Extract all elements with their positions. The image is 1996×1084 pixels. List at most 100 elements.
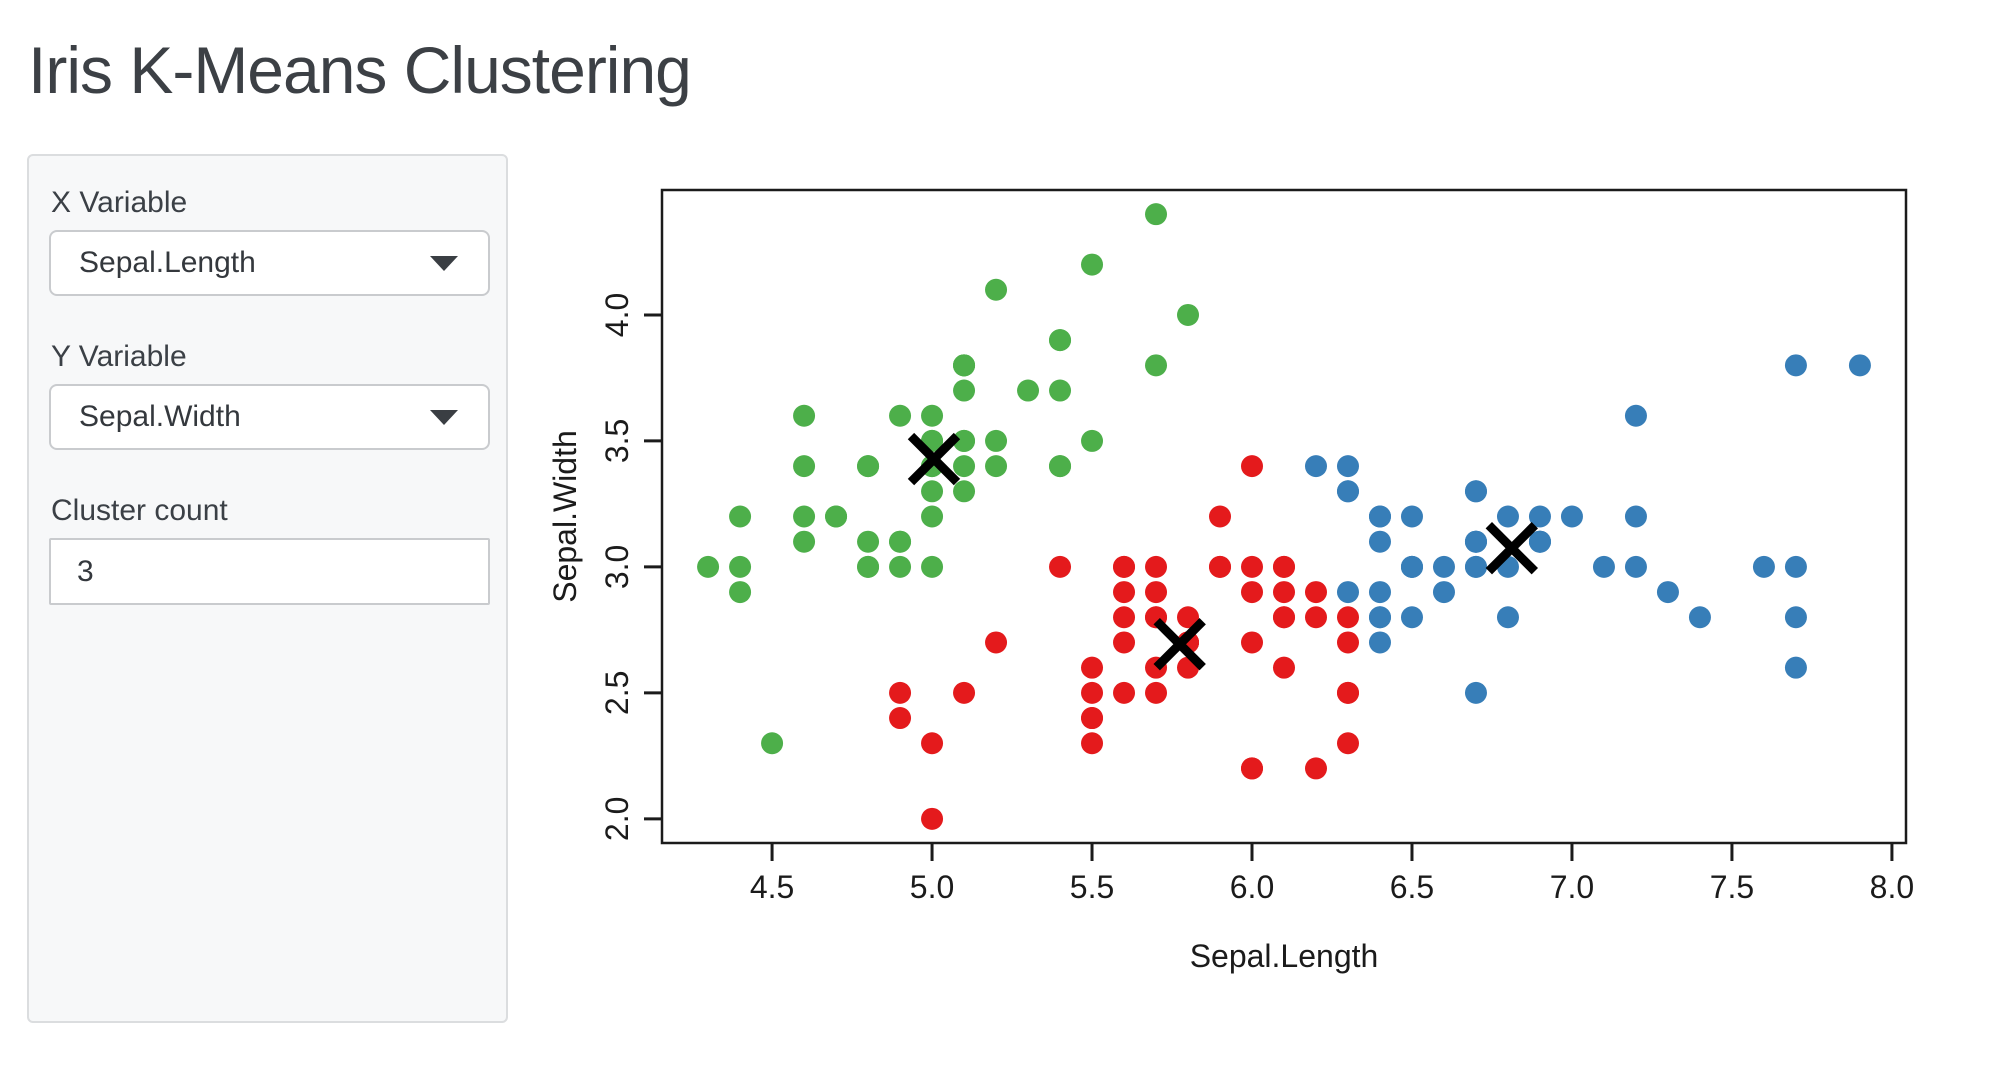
- data-point: [1400, 606, 1423, 629]
- data-point: [1145, 203, 1168, 226]
- data-point: [1368, 631, 1391, 654]
- y-tick-label: 2.0: [599, 797, 635, 841]
- data-point: [1624, 555, 1647, 578]
- data-point: [825, 505, 848, 528]
- data-point: [1081, 681, 1104, 704]
- data-point: [1528, 505, 1551, 528]
- data-point: [1368, 606, 1391, 629]
- data-point: [793, 505, 816, 528]
- data-point: [1400, 555, 1423, 578]
- x-tick-label: 5.0: [910, 869, 954, 905]
- data-point: [1273, 606, 1295, 629]
- x-variable-selected-value: Sepal.Length: [79, 246, 256, 279]
- data-point: [921, 480, 944, 503]
- data-point: [729, 505, 752, 528]
- data-point: [1464, 480, 1487, 503]
- sidebar-panel: X Variable Sepal.Length Y Variable Sepal…: [27, 154, 508, 1023]
- y-tick-label: 3.5: [599, 419, 635, 463]
- data-point: [1304, 606, 1327, 629]
- y-variable-select[interactable]: Sepal.Width: [49, 384, 490, 450]
- data-point: [1432, 581, 1455, 604]
- data-point: [1336, 681, 1359, 704]
- data-point: [1304, 757, 1327, 780]
- data-point: [1049, 555, 1072, 578]
- data-point: [1145, 606, 1168, 629]
- data-point: [1496, 606, 1519, 629]
- data-point: [1336, 480, 1359, 503]
- data-point: [1784, 555, 1807, 578]
- data-point: [1145, 354, 1168, 377]
- data-point: [857, 555, 880, 578]
- data-point: [1209, 555, 1232, 578]
- data-point: [889, 530, 912, 553]
- data-point: [1464, 555, 1487, 578]
- data-point: [1592, 555, 1615, 578]
- data-point: [953, 480, 976, 503]
- data-point: [793, 530, 816, 553]
- cluster-count-label: Cluster count: [51, 494, 228, 527]
- data-point: [921, 429, 944, 452]
- data-point: [1049, 329, 1072, 352]
- data-point: [1368, 581, 1391, 604]
- cluster-count-input[interactable]: [49, 538, 490, 605]
- y-tick-label: 3.0: [599, 545, 635, 589]
- x-variable-select[interactable]: Sepal.Length: [49, 230, 490, 296]
- data-point: [1784, 354, 1807, 377]
- data-point: [1624, 505, 1647, 528]
- data-point: [1464, 480, 1487, 503]
- data-point: [1113, 581, 1136, 604]
- data-point: [1113, 631, 1136, 654]
- data-point: [1464, 530, 1487, 553]
- data-point: [921, 807, 944, 830]
- x-tick-label: 4.5: [750, 869, 794, 905]
- data-point: [1241, 581, 1264, 604]
- data-point: [953, 354, 976, 377]
- data-point: [1528, 530, 1551, 553]
- data-point: [1241, 757, 1264, 780]
- data-point: [857, 555, 880, 578]
- data-point: [1336, 681, 1359, 704]
- data-point: [857, 530, 880, 553]
- data-point: [1464, 530, 1487, 553]
- data-point: [953, 429, 976, 452]
- data-point: [1464, 681, 1487, 704]
- data-point: [1273, 555, 1295, 578]
- data-point: [1273, 606, 1295, 629]
- data-point: [1113, 606, 1136, 629]
- data-point: [1400, 555, 1423, 578]
- cluster-center-mark: [1153, 618, 1206, 671]
- data-point: [953, 429, 976, 452]
- data-point: [1241, 455, 1264, 478]
- x-variable-label: X Variable: [51, 186, 188, 219]
- data-point: [1336, 455, 1359, 478]
- data-point: [1400, 555, 1423, 578]
- data-point: [1304, 455, 1327, 478]
- data-point: [985, 278, 1008, 301]
- data-point: [921, 732, 944, 755]
- data-point: [1081, 707, 1104, 730]
- data-point: [1049, 455, 1072, 478]
- data-point: [857, 455, 880, 478]
- data-point: [1496, 505, 1519, 528]
- y-tick-label: 2.5: [599, 671, 635, 715]
- page-title: Iris K-Means Clustering: [28, 33, 692, 107]
- plot-box: [660, 188, 1908, 845]
- data-point: [985, 631, 1008, 654]
- data-point: [1464, 555, 1487, 578]
- data-point: [1177, 303, 1200, 326]
- x-tick-label: 7.0: [1550, 869, 1594, 905]
- data-point: [1241, 631, 1264, 654]
- data-point: [1113, 555, 1136, 578]
- data-point: [1368, 505, 1391, 528]
- x-tick-label: 6.5: [1390, 869, 1434, 905]
- x-axis-title: Sepal.Length: [1190, 938, 1379, 974]
- data-point: [1081, 253, 1104, 276]
- data-point: [889, 681, 912, 704]
- data-point: [1368, 606, 1391, 629]
- data-point: [1400, 505, 1423, 528]
- data-point: [1336, 732, 1359, 755]
- data-point: [1177, 656, 1200, 679]
- data-point: [1049, 329, 1072, 352]
- data-point: [1145, 656, 1168, 679]
- data-point: [889, 707, 912, 730]
